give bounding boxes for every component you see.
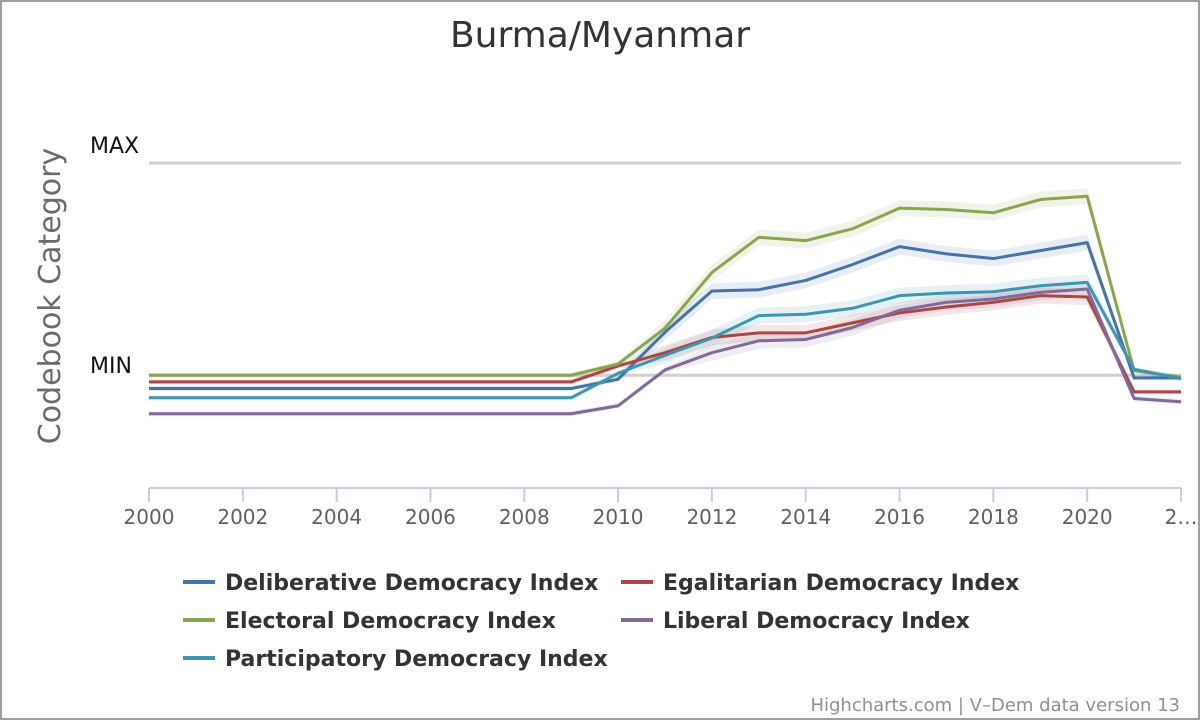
- series-line-0[interactable]: [149, 241, 1181, 391]
- credits[interactable]: Highcharts.com | V–Dem data version 13: [810, 695, 1180, 716]
- series-band-0: [149, 234, 1181, 392]
- series-band-3: [149, 281, 1181, 417]
- legend-label-1: Egalitarian Democracy Index: [663, 571, 1019, 596]
- x-tick-label-11: 2…: [1165, 505, 1198, 529]
- legend-item-0[interactable]: Deliberative Democracy Index: [183, 571, 598, 596]
- x-tick-label-5: 2010: [593, 505, 644, 529]
- plot-area: MAX MIN: [90, 134, 1182, 417]
- series-band-1: [149, 287, 1181, 395]
- x-axis: 2000 2002 2004 2006 2008 2010 2012 2014 2016 2018…: [124, 487, 1198, 529]
- x-tick-label-2: 2004: [311, 505, 362, 529]
- x-tick-label-1: 2002: [217, 505, 268, 529]
- x-tick-label-3: 2006: [405, 505, 456, 529]
- series-line-3[interactable]: [149, 287, 1182, 416]
- x-tick-label-0: 2000: [124, 505, 175, 529]
- legend-label-4: Participatory Democracy Index: [225, 647, 608, 672]
- x-tick-label-7: 2014: [780, 505, 831, 529]
- x-tick-label-6: 2012: [686, 505, 737, 529]
- legend-item-4[interactable]: Participatory Democracy Index: [183, 647, 608, 672]
- series-line-2[interactable]: [149, 194, 1182, 379]
- legend-item-3[interactable]: Liberal Democracy Index: [621, 609, 970, 634]
- y-marker-label-min: MIN: [90, 354, 132, 379]
- y-marker-label-max: MAX: [90, 134, 139, 159]
- legend-label-0: Deliberative Democracy Index: [225, 571, 598, 596]
- x-tick-label-9: 2018: [968, 505, 1019, 529]
- x-tick-label-8: 2016: [874, 505, 925, 529]
- series-line-1[interactable]: [149, 294, 1181, 394]
- series-band-4: [149, 274, 1181, 401]
- legend-item-2[interactable]: Electoral Democracy Index: [183, 609, 556, 634]
- legend-label-2: Electoral Democracy Index: [225, 609, 556, 634]
- chart-title: Burma/Myanmar: [450, 15, 750, 56]
- x-tick-label-10: 2020: [1062, 505, 1113, 529]
- y-axis-title: Codebook Category: [33, 148, 68, 445]
- x-tick-label-4: 2008: [499, 505, 550, 529]
- legend-item-1[interactable]: Egalitarian Democracy Index: [621, 571, 1019, 596]
- series-line-4[interactable]: [149, 280, 1182, 400]
- legend: Deliberative Democracy Index Egalitarian …: [183, 571, 1019, 672]
- legend-label-3: Liberal Democracy Index: [663, 609, 970, 634]
